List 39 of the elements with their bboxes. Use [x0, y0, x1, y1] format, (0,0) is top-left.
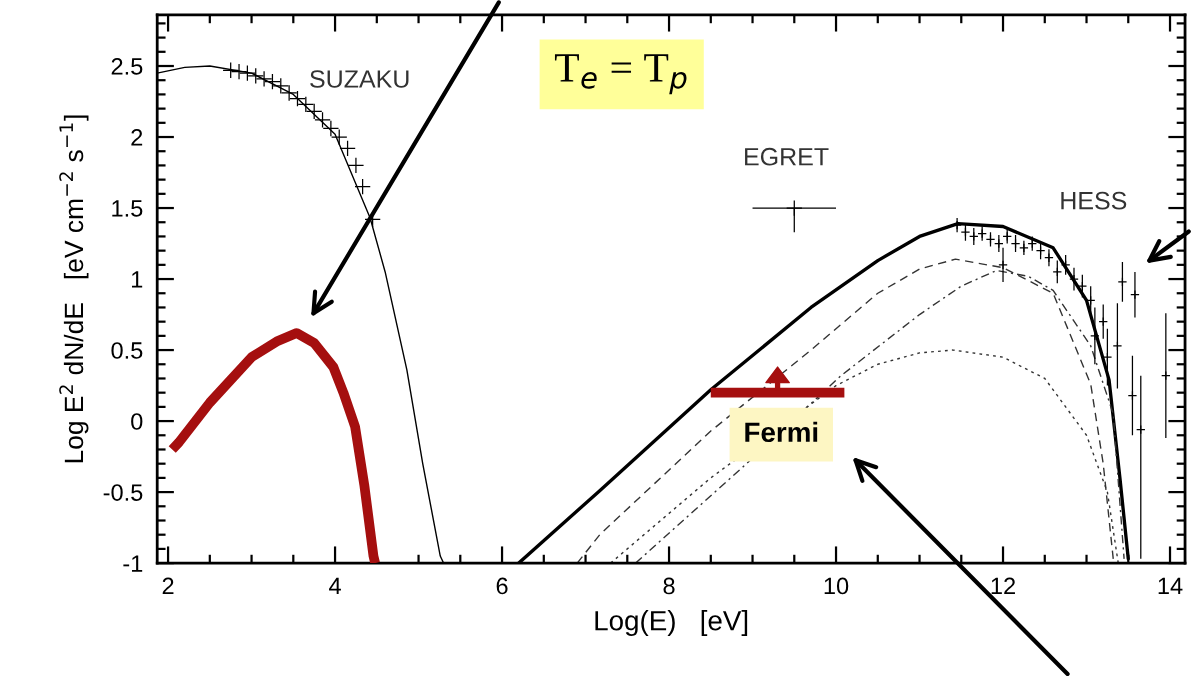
x-tick-label: 6 [496, 577, 508, 595]
annotation: SUZAKU [310, 70, 409, 88]
y-tick-label: 2 [131, 129, 143, 146]
x-tick-label: 8 [663, 577, 675, 595]
point [222, 61, 239, 79]
y-tick-label: 1.5 [112, 200, 143, 217]
point [280, 84, 298, 102]
annotation: EGRET [745, 147, 829, 166]
y-tick-label: 0.5 [111, 342, 143, 359]
annotation: T$_{e}$ = T$_{p}$ [554, 54, 687, 95]
y-tick-label: 1 [131, 271, 143, 288]
x-tick-label: 4 [329, 577, 341, 595]
x-tick-label: 2 [162, 577, 174, 595]
point [354, 178, 371, 195]
annotation: HESS [1061, 191, 1127, 210]
point [272, 77, 290, 95]
y-tick-label: 2.5 [111, 58, 143, 75]
x-tick-label: 12 [991, 577, 1015, 595]
y-tick-label: -0.5 [103, 484, 143, 501]
annotation: Fermi [745, 421, 818, 443]
y-tick-label: -1 [123, 555, 143, 572]
point [239, 64, 256, 82]
point [289, 90, 306, 107]
point [314, 111, 331, 129]
x-tick-label: 10 [824, 577, 849, 595]
y-axis-title: Log E$^{2}$ dN/dE [eV cm$^{−2}$ s$^{−1}$] [59, 115, 89, 463]
point [230, 63, 248, 80]
x-axis-title: Log(E) [eV] [595, 610, 748, 637]
point [305, 103, 323, 120]
point [264, 73, 281, 90]
point [247, 67, 265, 85]
point [255, 70, 273, 88]
point [322, 120, 340, 137]
point [297, 96, 315, 113]
point [330, 128, 348, 146]
point [339, 140, 356, 157]
y-tick-label: 0 [131, 413, 143, 430]
point [347, 157, 365, 174]
x-tick-label: 14 [1158, 577, 1183, 595]
